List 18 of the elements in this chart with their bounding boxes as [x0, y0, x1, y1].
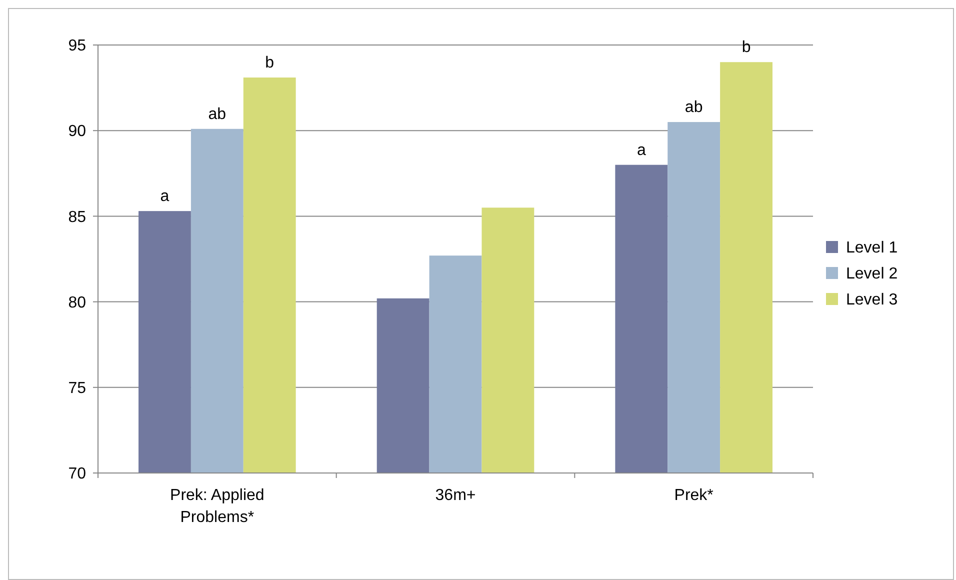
data-label: ab — [208, 106, 226, 123]
y-tick-label: 90 — [68, 123, 86, 140]
x-tick-label: 36m+ — [435, 487, 476, 504]
data-label: a — [160, 188, 170, 206]
legend-label: Level 1 — [846, 240, 898, 257]
data-label: b — [742, 39, 751, 56]
data-label: a — [636, 142, 646, 159]
y-tick-label: 70 — [68, 466, 86, 483]
legend-label: Level 3 — [846, 292, 898, 309]
legend-label: Level 2 — [846, 266, 898, 283]
y-tick-label: 80 — [68, 294, 86, 312]
y-tick-label: 95 — [68, 38, 86, 55]
y-tick-label: 85 — [68, 208, 86, 226]
data-label: ab — [684, 99, 703, 116]
y-tick-label: 75 — [68, 380, 86, 397]
x-tick-label: Prek* — [674, 487, 714, 504]
data-label: b — [265, 54, 274, 72]
x-tick-label: Prek: Applied Problems* — [170, 487, 264, 526]
